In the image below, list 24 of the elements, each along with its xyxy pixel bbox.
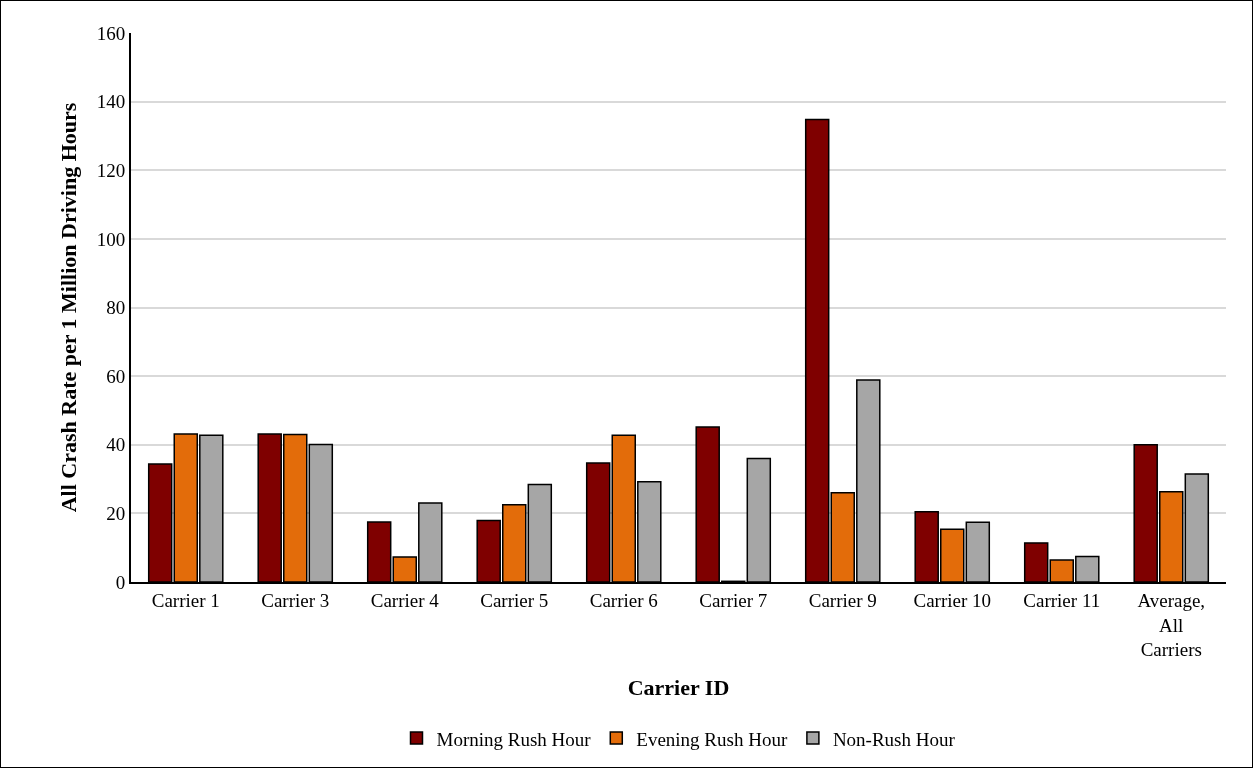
y-tick-label: 40 bbox=[106, 434, 126, 456]
y-tick-label: 60 bbox=[106, 365, 126, 387]
y-axis-title: All Crash Rate per 1 Million Driving Hours bbox=[56, 102, 81, 513]
legend-label: Morning Rush Hour bbox=[436, 728, 592, 750]
y-tick-label: 140 bbox=[96, 91, 126, 113]
x-tick-label: Carrier 5 bbox=[480, 589, 549, 611]
legend-label: Non-Rush Hour bbox=[832, 728, 956, 750]
x-tick-label: Carrier 9 bbox=[808, 589, 877, 611]
y-tick-label: 0 bbox=[115, 571, 126, 593]
y-tick-label: 120 bbox=[96, 159, 126, 181]
x-tick-label: Carrier 11 bbox=[1023, 589, 1101, 611]
x-tick-label: Carrier 6 bbox=[589, 589, 658, 611]
x-tick-label: Carrier 10 bbox=[913, 589, 992, 611]
y-tick-label: 20 bbox=[106, 503, 126, 525]
x-axis-title: Carrier ID bbox=[627, 674, 730, 700]
legend-label: Evening Rush Hour bbox=[636, 728, 788, 750]
x-tick-label: Carrier 4 bbox=[370, 589, 440, 611]
x-tick-label: Carrier 1 bbox=[151, 589, 220, 611]
x-tick-label: Carrier 3 bbox=[261, 589, 330, 611]
x-tick-label: Average, All Carriers bbox=[1137, 589, 1206, 661]
x-tick-label: Carrier 7 bbox=[699, 589, 768, 611]
y-tick-label: 80 bbox=[106, 297, 126, 319]
y-tick-label: 160 bbox=[96, 22, 126, 44]
y-tick-label: 100 bbox=[96, 228, 126, 250]
